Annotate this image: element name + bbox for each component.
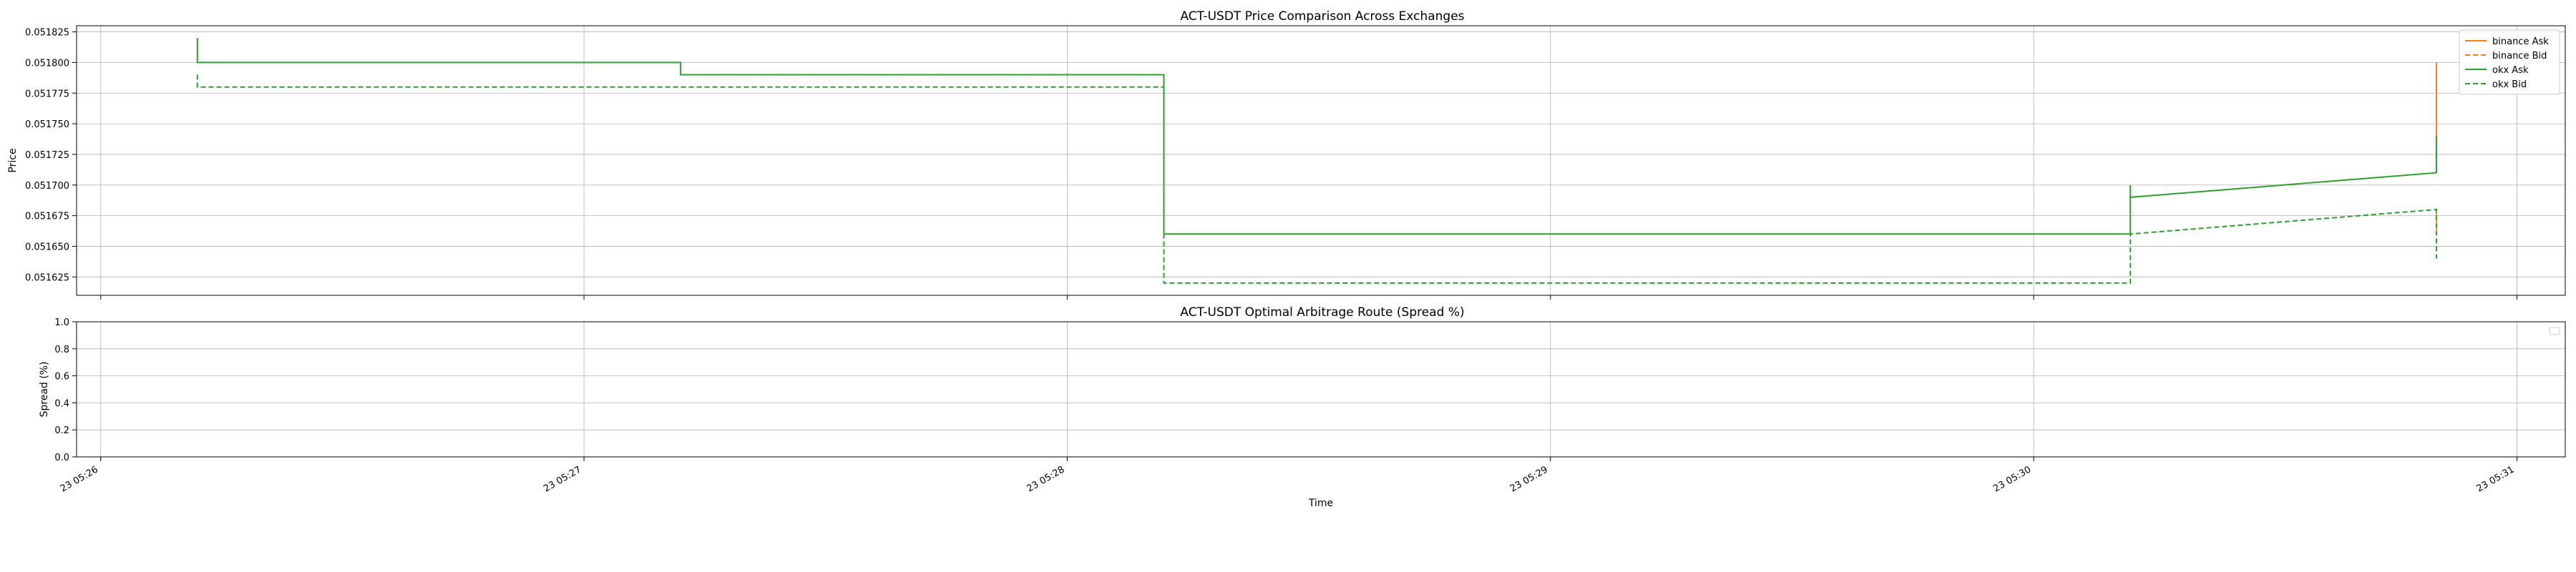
spread-chart-x-axis-label: Time: [1308, 498, 1333, 509]
y-tick-label: 0.2: [54, 425, 69, 436]
x-tick-label: 23 05:30: [1991, 464, 2033, 494]
spread-chart-grid: [77, 321, 2565, 458]
price-chart-y-ticks: 0.051625 0.051650 0.051675 0.051700 0.051725…: [25, 28, 77, 283]
y-tick-label: 0.051625: [25, 272, 69, 283]
x-tick-label: 23 05:28: [1025, 464, 1067, 494]
x-tick-label: 23 05:31: [2475, 464, 2517, 494]
spread-chart-frame: [76, 321, 2566, 458]
spread-chart-y-ticks: 0.0 0.2 0.4 0.6 0.8 1.0: [54, 317, 77, 463]
spread-chart-title: ACT-USDT Optimal Arbitrage Route (Spread…: [1180, 305, 1464, 320]
spread-axes: ACT-USDT Optimal Arbitrage Route (Spread…: [39, 305, 2566, 509]
y-tick-label: 0.051775: [25, 89, 69, 99]
spread-chart-legend: [2549, 327, 2560, 335]
y-tick-label: 0.4: [54, 398, 69, 409]
price-comparison-axes: ACT-USDT Price Comparison Across Exchang…: [7, 9, 2566, 300]
price-chart-legend: binance Ask binance Bid okx Ask okx Bid: [2459, 29, 2560, 95]
spread-chart-y-axis-label: Spread (%): [39, 362, 50, 418]
legend-label-binance-bid: binance Bid: [2492, 51, 2547, 61]
price-chart-grid: [77, 26, 2565, 295]
legend-box: [2549, 327, 2560, 335]
y-tick-label: 0.051675: [25, 212, 69, 222]
y-tick-label: 0.6: [54, 372, 69, 383]
price-chart-y-axis-label: Price: [7, 148, 19, 172]
x-tick-label: 23 05:26: [59, 464, 100, 494]
x-tick-label: 23 05:29: [1508, 464, 1550, 494]
y-tick-label: 0.8: [54, 345, 69, 355]
y-tick-label: 0.0: [54, 453, 69, 463]
legend-box: [2459, 29, 2560, 95]
series-okx-bid: [196, 74, 2437, 284]
price-chart-series: [196, 38, 2437, 284]
y-tick-label: 0.051650: [25, 242, 69, 252]
y-tick-label: 0.051825: [25, 28, 69, 39]
y-tick-label: 0.051725: [25, 150, 69, 161]
series-okx-ask: [196, 38, 2437, 235]
legend-label-okx-ask: okx Ask: [2492, 65, 2529, 76]
price-chart-title: ACT-USDT Price Comparison Across Exchang…: [1180, 9, 1464, 24]
legend-label-binance-ask: binance Ask: [2492, 36, 2549, 47]
price-chart-x-ticks: [100, 295, 2517, 300]
y-tick-label: 0.051750: [25, 119, 69, 130]
y-tick-label: 0.051800: [25, 58, 69, 69]
price-chart-frame: [76, 25, 2566, 296]
y-tick-label: 1.0: [54, 317, 69, 328]
x-tick-label: 23 05:27: [542, 464, 583, 494]
legend-label-okx-bid: okx Bid: [2492, 79, 2527, 90]
spread-chart-x-ticks: 23 05:26 23 05:27 23 05:28 23 05:29 23 05:30…: [59, 457, 2517, 495]
y-tick-label: 0.051700: [25, 181, 69, 192]
